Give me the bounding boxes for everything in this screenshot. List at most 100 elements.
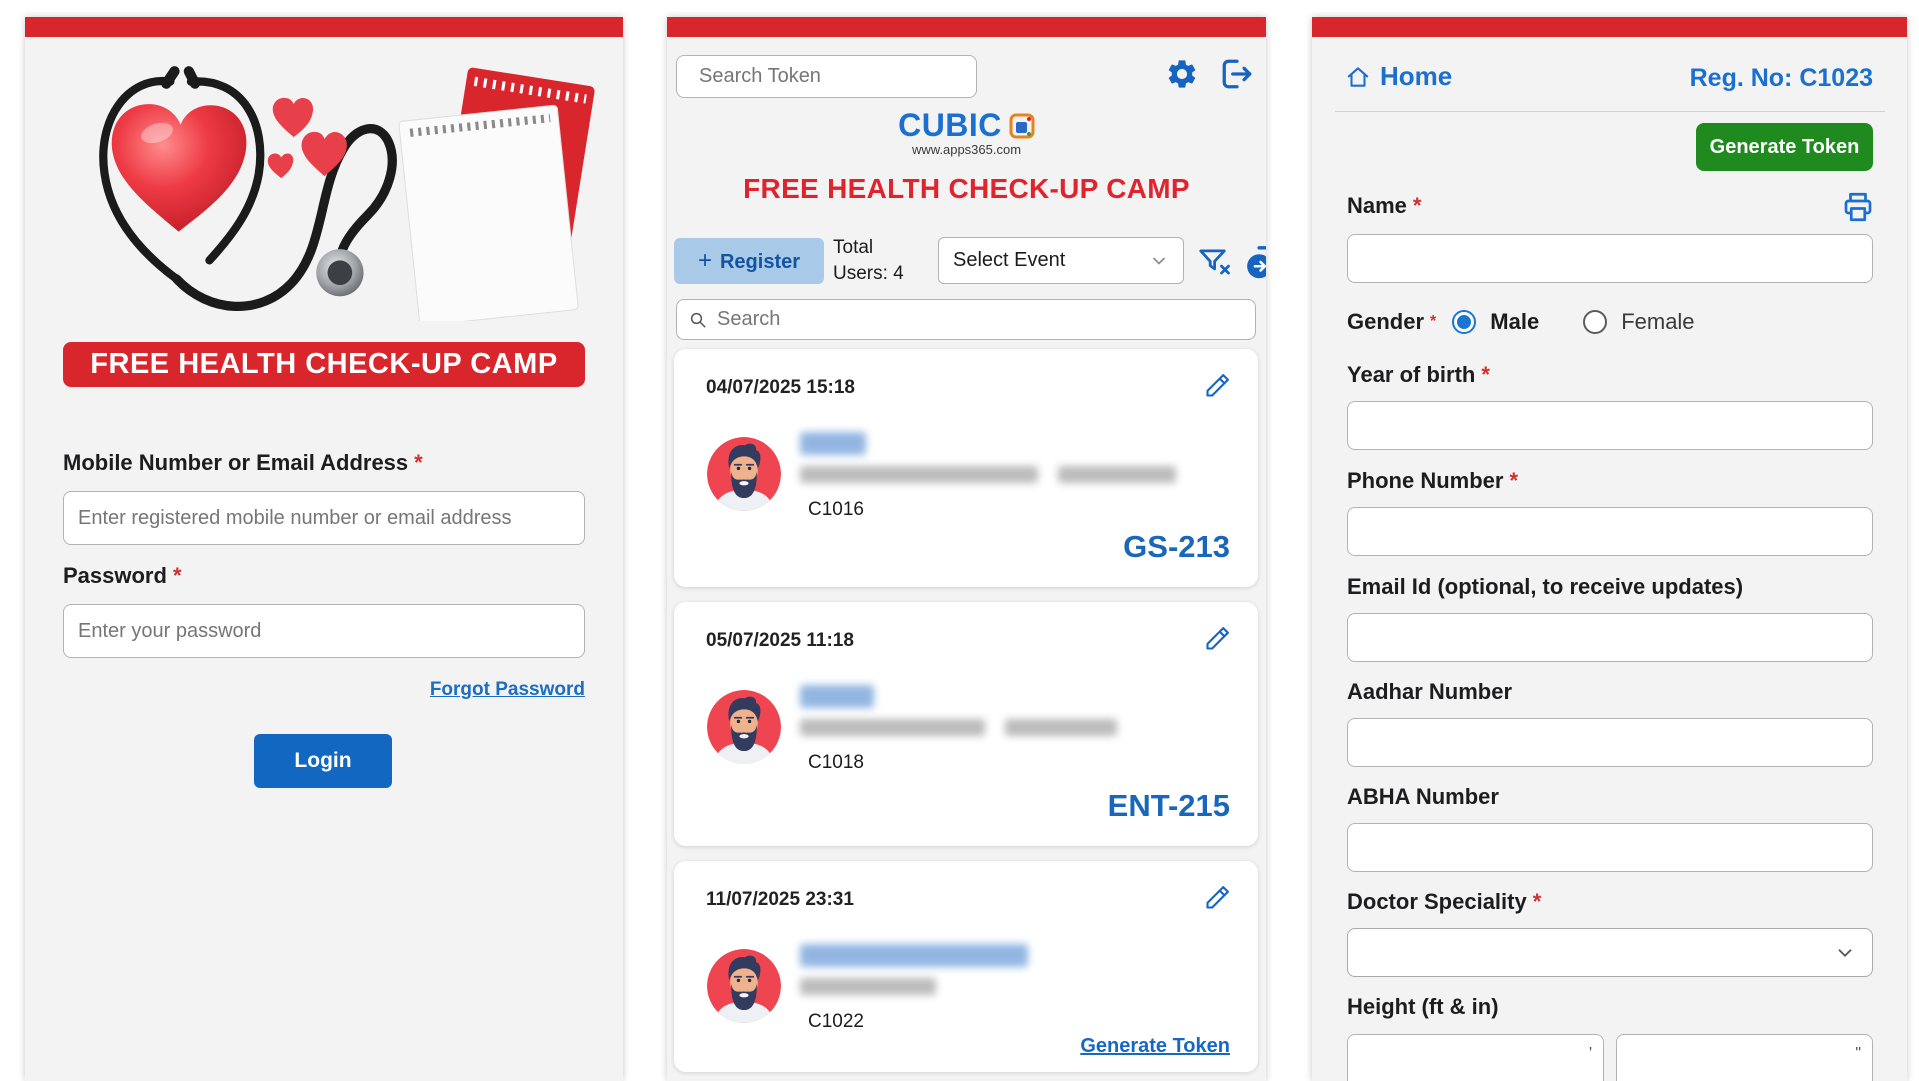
required-asterisk: * <box>1412 193 1422 218</box>
brand-name: CUBIC <box>898 107 1002 143</box>
search-token-box[interactable] <box>676 55 977 98</box>
name-input[interactable] <box>1347 234 1873 283</box>
doctor-speciality-dropdown[interactable] <box>1347 928 1873 977</box>
plus-icon: + <box>697 247 712 274</box>
token-card[interactable]: 04/07/2025 15:18 C1016 GS-213 <box>674 349 1258 587</box>
required-asterisk: * <box>414 450 423 475</box>
divider <box>1335 111 1885 112</box>
cubic-logo-icon <box>1009 113 1035 138</box>
email-label: Email Id (optional, to receive updates) <box>1347 574 1744 599</box>
password-input[interactable] <box>63 604 585 658</box>
forgot-password-link[interactable]: Forgot Password <box>429 679 585 700</box>
avatar <box>707 949 781 1023</box>
year-of-birth-input[interactable] <box>1347 401 1873 450</box>
token-card[interactable]: 05/07/2025 11:18 C1018 ENT-215 <box>674 602 1258 846</box>
inch-mark: " <box>1855 1045 1861 1062</box>
home-link[interactable]: Home <box>1345 61 1452 92</box>
status-bar <box>667 17 1266 37</box>
year-of-birth-label: Year of birth * <box>1347 362 1490 387</box>
registration-number: Reg. No: C1023 <box>1689 64 1873 92</box>
redacted-name[interactable] <box>800 432 866 455</box>
gender-field: Gender * Male Female <box>1347 309 1695 335</box>
required-asterisk: * <box>1430 313 1437 330</box>
camp-title: FREE HEALTH CHECK-UP CAMP <box>743 173 1190 204</box>
login-button[interactable]: Login <box>254 734 392 788</box>
required-asterisk: * <box>1509 468 1519 493</box>
chevron-down-icon <box>1838 948 1852 957</box>
login-screen: FREE HEALTH CHECK-UP CAMP Mobile Number … <box>25 17 623 1081</box>
male-label: Male <box>1490 309 1540 334</box>
email-input[interactable] <box>1347 613 1873 662</box>
health-camp-illustration <box>99 66 595 321</box>
home-icon <box>1347 66 1369 87</box>
status-bar <box>25 17 623 37</box>
brand-website: www.apps365.com <box>911 142 1022 157</box>
height-inches-field: " <box>1616 1034 1873 1081</box>
heart-graphic <box>111 104 247 232</box>
registration-id: C1022 <box>808 1011 864 1032</box>
feet-mark: ' <box>1588 1045 1592 1062</box>
search-icon <box>690 312 706 327</box>
mobile-label: Mobile Number or Email Address * <box>63 450 423 475</box>
height-feet-field: ' <box>1347 1034 1604 1081</box>
height-label: Height (ft & in) <box>1347 994 1499 1019</box>
card-datetime: 04/07/2025 15:18 <box>706 377 855 398</box>
token-code: GS-213 <box>1123 529 1230 564</box>
chevron-down-icon <box>1153 257 1165 265</box>
register-button[interactable]: + Register <box>674 238 824 284</box>
required-asterisk: * <box>1532 889 1542 914</box>
token-code: ENT-215 <box>1107 788 1230 823</box>
registration-id: C1018 <box>808 752 864 773</box>
token-list-screen: CUBIC www.apps365.com FREE HEALTH CHECK-… <box>667 17 1266 1081</box>
aadhar-input[interactable] <box>1347 718 1873 767</box>
height-inches-input[interactable] <box>1616 1034 1873 1081</box>
redacted-name[interactable] <box>800 685 874 708</box>
edit-pencil-icon[interactable] <box>1204 624 1232 652</box>
male-radio[interactable] <box>1452 310 1477 334</box>
female-label: Female <box>1621 309 1695 334</box>
redacted-contact-info <box>800 978 936 995</box>
female-radio[interactable] <box>1583 310 1608 334</box>
settings-gear-icon[interactable] <box>1165 57 1199 91</box>
logout-icon[interactable] <box>1218 57 1256 91</box>
card-datetime: 05/07/2025 11:18 <box>706 630 854 651</box>
camp-banner: FREE HEALTH CHECK-UP CAMP <box>63 342 585 387</box>
gender-label: Gender <box>1347 309 1425 334</box>
redacted-contact-info <box>800 719 1117 736</box>
required-asterisk: * <box>1481 362 1490 387</box>
brand-block: CUBIC www.apps365.com <box>667 107 1266 157</box>
export-user-icon-clipped[interactable] <box>1245 245 1266 279</box>
status-bar <box>1312 17 1907 37</box>
registration-id: C1016 <box>808 499 864 520</box>
small-hearts <box>267 97 347 179</box>
select-event-dropdown[interactable]: Select Event <box>938 237 1184 284</box>
print-icon[interactable] <box>1840 189 1876 225</box>
height-feet-input[interactable] <box>1347 1034 1604 1081</box>
white-notepad <box>398 104 579 321</box>
password-label: Password * <box>63 563 182 588</box>
registration-screen: Home Reg. No: C1023 Generate Token Name *… <box>1312 17 1907 1081</box>
filter-clear-icon[interactable] <box>1198 245 1234 279</box>
search-token-input[interactable] <box>699 65 964 88</box>
search-users-input[interactable] <box>717 308 1243 331</box>
doctor-speciality-label: Doctor Speciality * <box>1347 889 1542 914</box>
abha-label: ABHA Number <box>1347 784 1499 809</box>
required-asterisk: * <box>172 563 182 588</box>
redacted-contact-info <box>800 466 1176 483</box>
search-users-box[interactable] <box>676 299 1256 340</box>
redacted-name[interactable] <box>800 944 1028 967</box>
phone-number-input[interactable] <box>1347 507 1873 556</box>
edit-pencil-icon[interactable] <box>1204 883 1232 911</box>
generate-token-link[interactable]: Generate Token <box>1080 1035 1230 1057</box>
avatar <box>707 690 781 764</box>
token-card[interactable]: 11/07/2025 23:31 C1022 Generate <box>674 861 1258 1072</box>
aadhar-label: Aadhar Number <box>1347 679 1513 704</box>
name-label: Name * <box>1347 193 1422 218</box>
generate-token-button[interactable]: Generate Token <box>1696 123 1873 171</box>
avatar <box>707 437 781 511</box>
abha-input[interactable] <box>1347 823 1873 872</box>
edit-pencil-icon[interactable] <box>1204 371 1232 399</box>
mobile-input[interactable] <box>63 491 585 545</box>
phone-number-label: Phone Number * <box>1347 468 1519 493</box>
total-users-counter: Total Users: 4 <box>833 237 904 284</box>
